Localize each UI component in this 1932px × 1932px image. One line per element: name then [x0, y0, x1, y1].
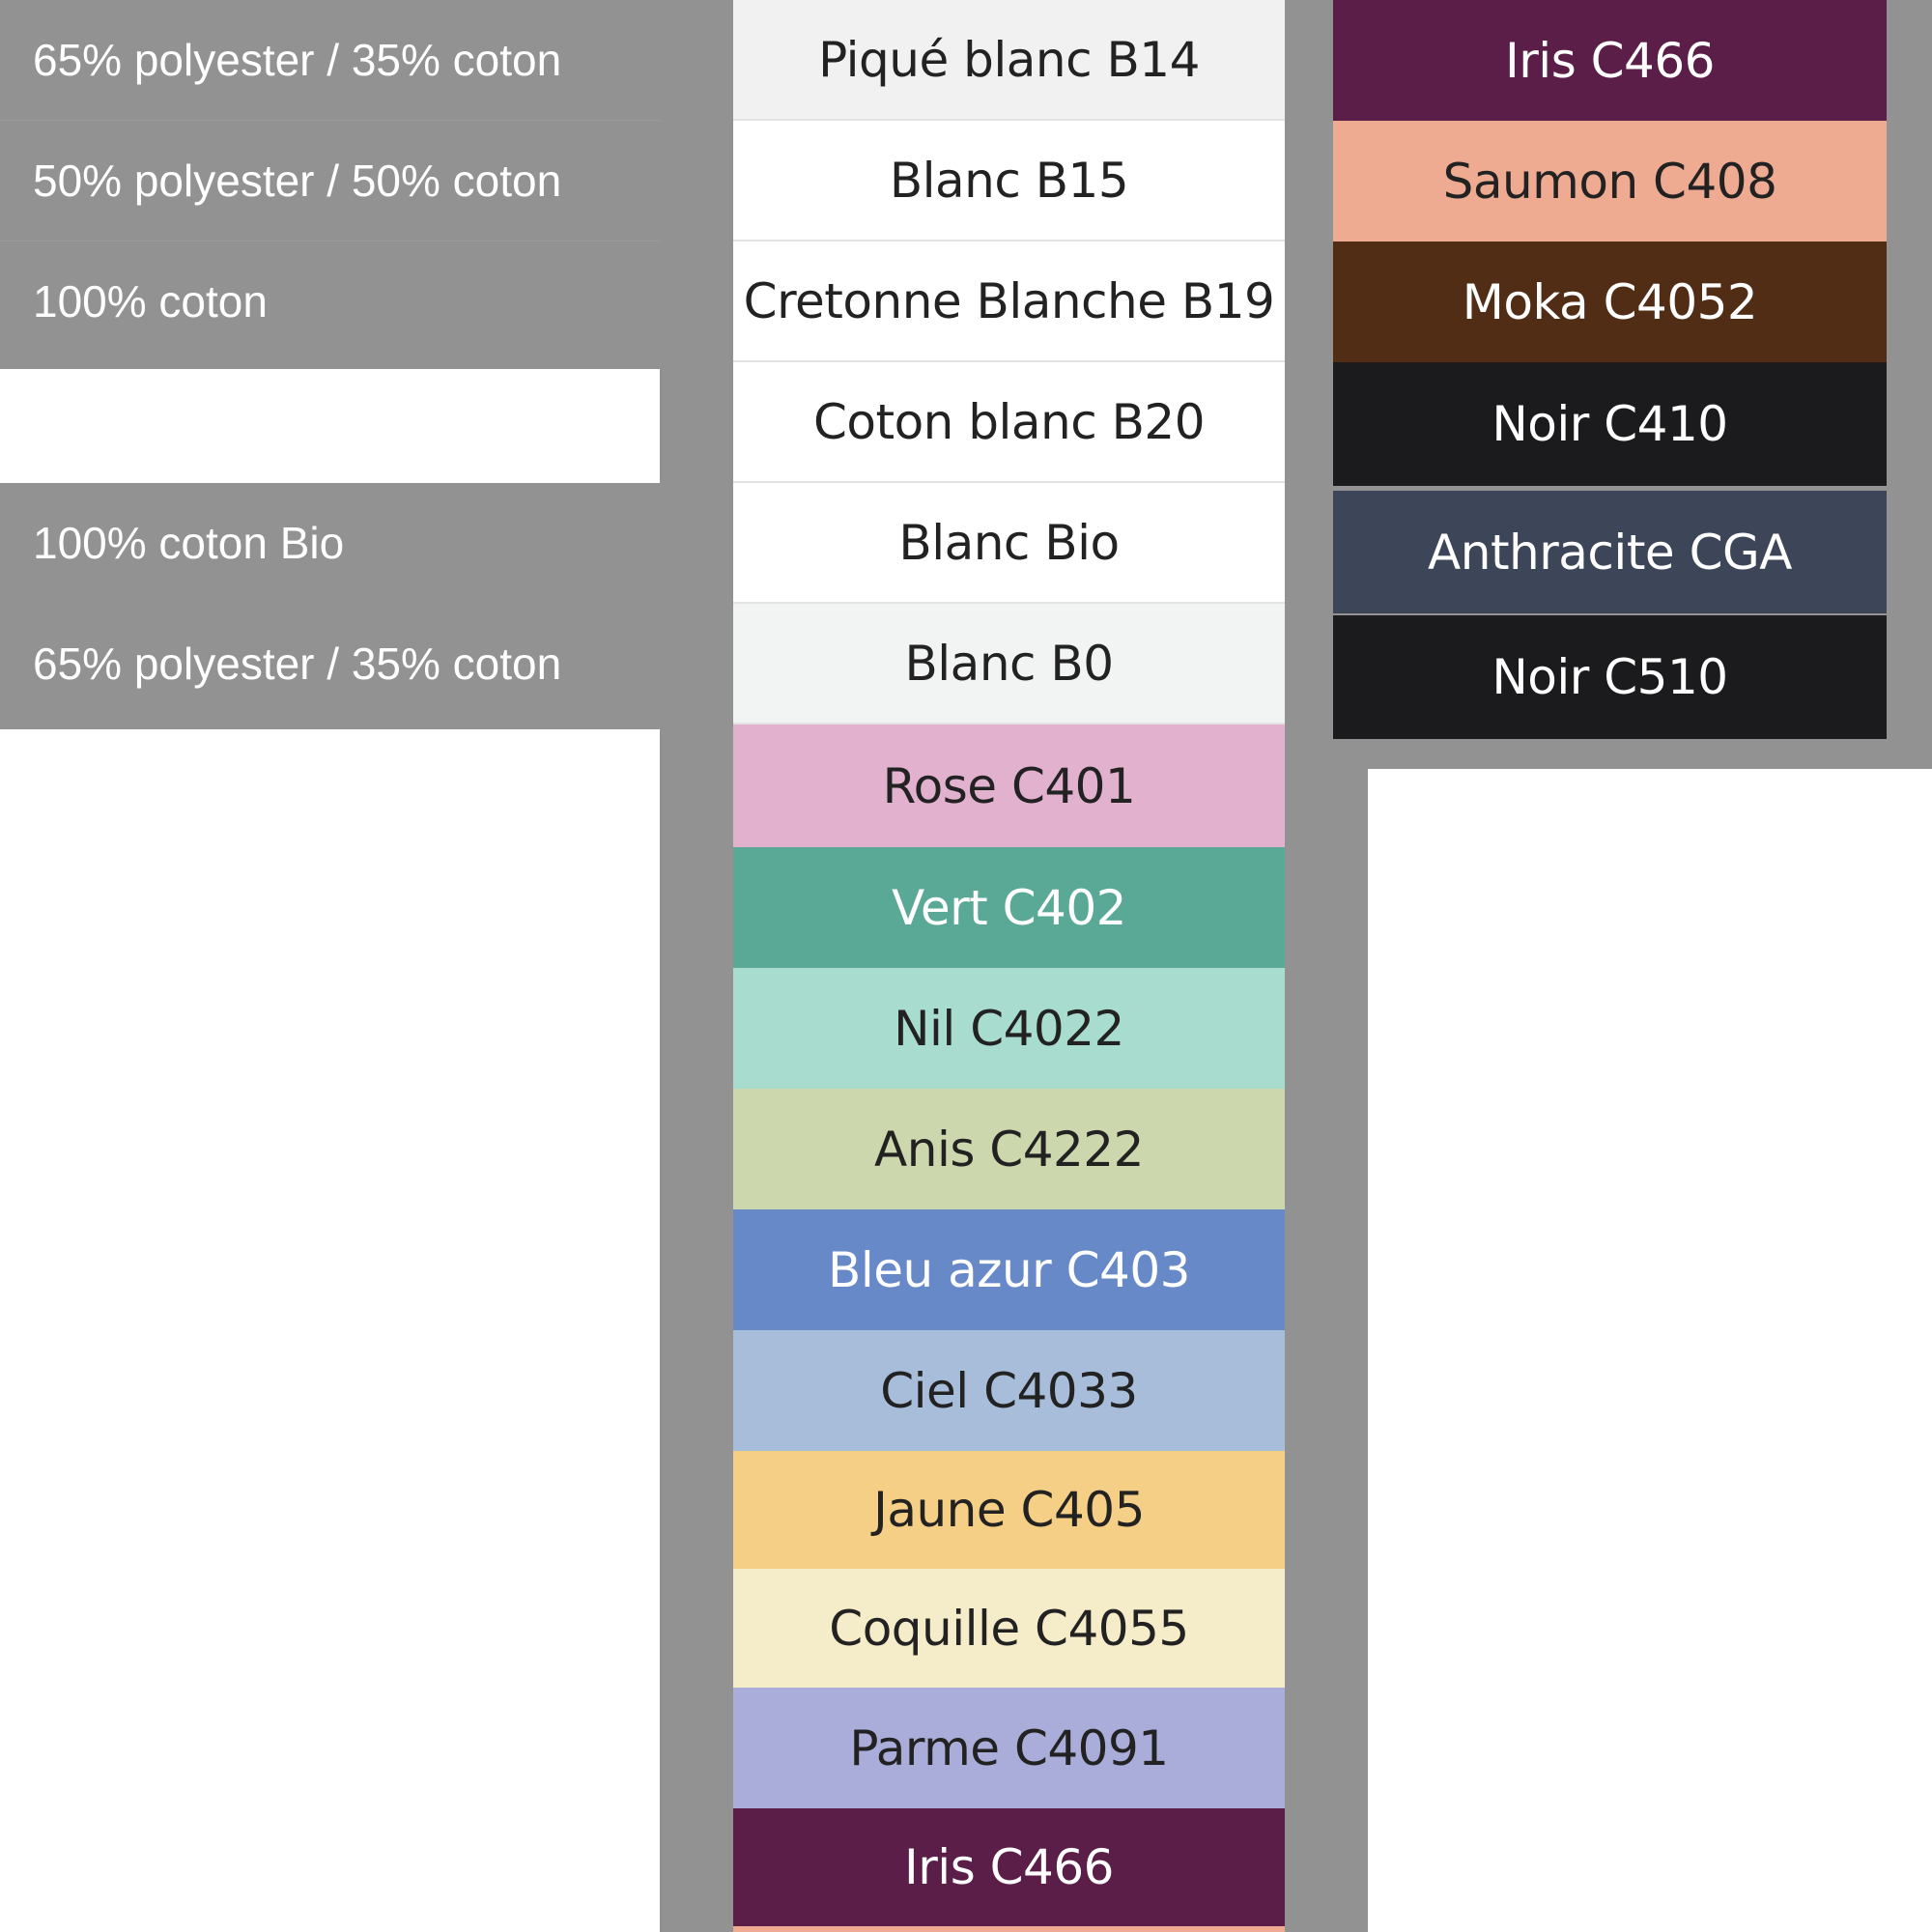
color-swatch[interactable]: Bleu azur C403: [733, 1209, 1285, 1330]
fabric-label: 65% polyester / 35% coton: [33, 639, 562, 689]
color-swatch[interactable]: Blanc B15: [733, 121, 1285, 242]
fabric-label: 65% polyester / 35% coton: [0, 0, 660, 121]
color-swatch[interactable]: Coton blanc B20: [733, 362, 1285, 483]
color-swatch[interactable]: Anthracite CGA: [1333, 491, 1887, 613]
fabric-label: 50% polyester / 50% coton: [0, 121, 660, 242]
color-swatch[interactable]: Saumon C408: [1333, 121, 1887, 242]
color-swatch[interactable]: Piqué blanc B14: [733, 0, 1285, 121]
middle-swatch-column: Piqué blanc B14 Blanc B15 Cretonne Blanche…: [733, 0, 1285, 1932]
left-panel-bg-top: [0, 0, 660, 369]
color-swatch[interactable]: Vert C402: [733, 847, 1285, 968]
color-swatch[interactable]: Coquille C4055: [733, 1569, 1285, 1688]
left-panel-bg-bottom: [0, 483, 660, 729]
color-swatch[interactable]: Ciel C4033: [733, 1330, 1285, 1451]
color-swatch[interactable]: Rose C401: [733, 724, 1285, 847]
color-swatch[interactable]: Cretonne Blanche B19: [733, 242, 1285, 362]
color-swatch[interactable]: Iris C466: [1333, 0, 1887, 121]
right-swatch-column: Iris C466 Saumon C408 Moka C4052 Noir C410 A…: [1333, 0, 1887, 744]
color-swatch[interactable]: Parme C4091: [733, 1688, 1285, 1808]
color-swatch[interactable]: Nil C4022: [733, 968, 1285, 1089]
fabric-label: 100% coton Bio: [33, 518, 345, 568]
color-swatch[interactable]: Noir C410: [1333, 362, 1887, 486]
color-swatch[interactable]: Blanc Bio: [733, 483, 1285, 604]
color-swatch[interactable]: Noir C510: [1333, 615, 1887, 739]
color-swatch[interactable]: Jaune C405: [733, 1451, 1285, 1569]
color-swatch[interactable]: Iris C466: [733, 1808, 1285, 1926]
fabric-label: 100% coton: [33, 276, 268, 327]
color-swatch-partial: [733, 1926, 1285, 1932]
color-swatch[interactable]: Blanc B0: [733, 604, 1285, 724]
color-swatch[interactable]: Anis C4222: [733, 1089, 1285, 1209]
color-swatch[interactable]: Moka C4052: [1333, 242, 1887, 362]
